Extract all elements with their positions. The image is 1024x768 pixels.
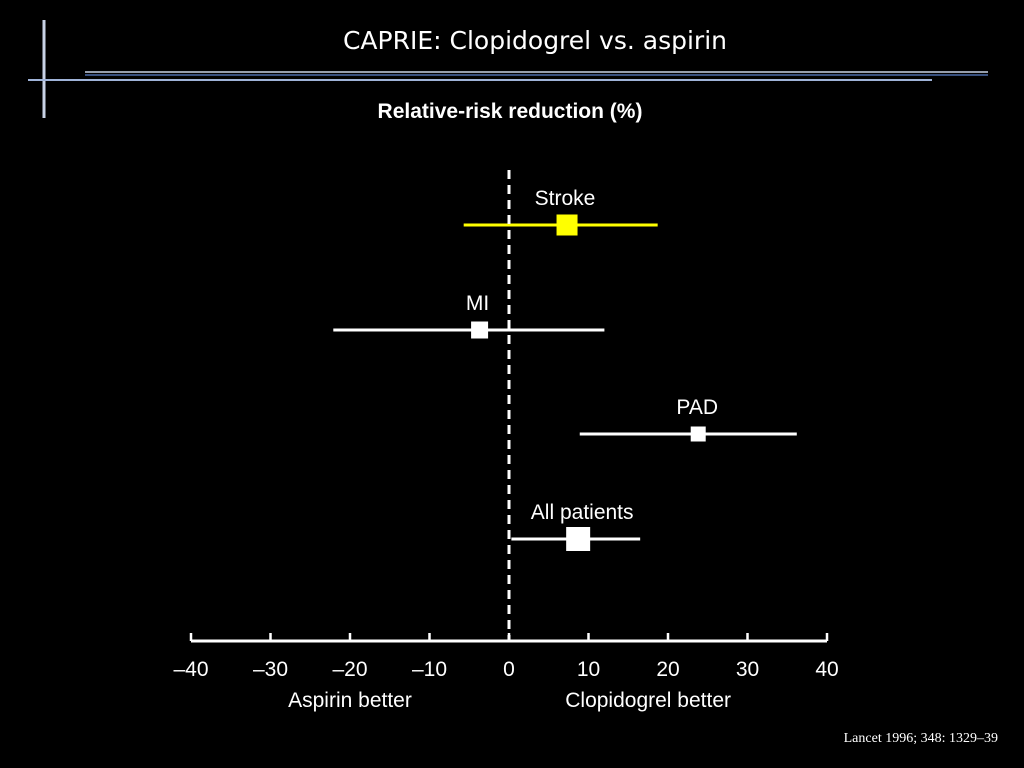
x-tick-label: –40 <box>173 658 208 681</box>
x-tick-label: 20 <box>656 658 679 681</box>
forest-row: All patients <box>511 501 641 551</box>
x-tick-label: –20 <box>332 658 367 681</box>
slide-title: CAPRIE: Clopidogrel vs. aspirin <box>342 26 728 55</box>
citation: Lancet 1996; 348: 1329–39 <box>843 731 998 746</box>
row-label: Stroke <box>535 187 596 210</box>
x-axis-ticks: –40 –30 –20 –10 0 10 20 30 40 <box>173 633 839 681</box>
point-estimate-marker <box>690 426 706 442</box>
point-estimate-marker <box>566 527 591 551</box>
x-tick-label: –30 <box>253 658 288 681</box>
x-tick-label: 0 <box>503 658 515 681</box>
direction-label-aspirin: Aspirin better <box>288 689 412 712</box>
row-label: MI <box>466 292 489 315</box>
row-label: All patients <box>531 501 634 524</box>
direction-label-clopidogrel: Clopidogrel better <box>565 689 731 712</box>
row-label: PAD <box>676 396 718 419</box>
forest-rows: Stroke MI PAD All patients <box>333 187 797 551</box>
x-tick-label: 10 <box>577 658 600 681</box>
chart-title: Relative-risk reduction (%) <box>377 100 643 123</box>
x-tick-label: –10 <box>412 658 447 681</box>
forest-row: PAD <box>579 396 797 442</box>
x-tick-label: 30 <box>736 658 759 681</box>
point-estimate-marker <box>471 321 489 339</box>
x-tick-label: 40 <box>815 658 838 681</box>
point-estimate-marker <box>556 214 578 236</box>
forest-row: Stroke <box>463 187 658 236</box>
forest-row: MI <box>333 292 605 339</box>
